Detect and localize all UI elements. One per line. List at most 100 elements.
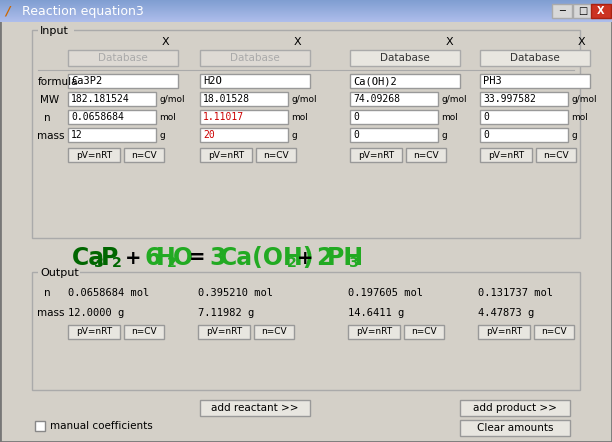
Text: 0: 0 bbox=[353, 112, 359, 122]
Text: n: n bbox=[44, 113, 51, 123]
Text: mol: mol bbox=[441, 113, 458, 122]
Bar bbox=[0, 18, 612, 19]
Bar bbox=[0, 6, 612, 7]
Text: g/mol: g/mol bbox=[441, 95, 466, 103]
Bar bbox=[573, 4, 593, 18]
Text: Database: Database bbox=[510, 53, 560, 63]
Bar bbox=[480, 92, 568, 106]
Bar bbox=[480, 128, 568, 142]
Bar bbox=[350, 110, 438, 124]
Text: 18.01528: 18.01528 bbox=[203, 94, 250, 104]
Bar bbox=[32, 30, 580, 238]
Text: O: O bbox=[173, 246, 193, 270]
Text: X: X bbox=[445, 37, 453, 47]
Bar bbox=[480, 110, 568, 124]
Text: mol: mol bbox=[571, 113, 588, 122]
Bar bbox=[480, 148, 532, 162]
Text: Reaction equation3: Reaction equation3 bbox=[22, 4, 144, 18]
Bar bbox=[200, 74, 310, 88]
Text: 0: 0 bbox=[353, 130, 359, 140]
Text: n=CV: n=CV bbox=[131, 328, 157, 336]
Text: 33.997582: 33.997582 bbox=[483, 94, 536, 104]
Text: 7.11982 g: 7.11982 g bbox=[198, 308, 254, 318]
Bar bbox=[0, 4, 612, 5]
Text: Database: Database bbox=[380, 53, 430, 63]
Text: g/mol: g/mol bbox=[291, 95, 316, 103]
Bar bbox=[0, 3, 612, 4]
Bar bbox=[68, 74, 178, 88]
Bar bbox=[350, 128, 438, 142]
Text: n: n bbox=[44, 288, 51, 298]
Text: Input: Input bbox=[40, 26, 69, 36]
Text: 12.0000 g: 12.0000 g bbox=[68, 308, 124, 318]
Bar bbox=[552, 4, 572, 18]
Bar bbox=[200, 400, 310, 416]
Text: pV=nRT: pV=nRT bbox=[486, 328, 522, 336]
Text: pV=nRT: pV=nRT bbox=[206, 328, 242, 336]
Text: P: P bbox=[101, 246, 118, 270]
Text: add product >>: add product >> bbox=[473, 403, 557, 413]
Bar bbox=[0, 2, 612, 3]
Bar bbox=[256, 148, 296, 162]
Bar bbox=[68, 128, 156, 142]
Bar bbox=[0, 1, 612, 2]
Text: pV=nRT: pV=nRT bbox=[208, 150, 244, 160]
Text: mass: mass bbox=[37, 308, 64, 318]
Text: 3: 3 bbox=[94, 256, 104, 270]
Text: 0: 0 bbox=[483, 130, 489, 140]
Text: 0.395210 mol: 0.395210 mol bbox=[198, 288, 273, 298]
Bar bbox=[350, 50, 460, 66]
Bar bbox=[0, 8, 612, 9]
Text: 0.0658684 mol: 0.0658684 mol bbox=[68, 288, 149, 298]
Text: □: □ bbox=[578, 6, 588, 16]
Bar bbox=[124, 325, 164, 339]
Text: 0.131737 mol: 0.131737 mol bbox=[478, 288, 553, 298]
Text: ─: ─ bbox=[559, 6, 565, 16]
Bar bbox=[68, 325, 120, 339]
Text: 1.11017: 1.11017 bbox=[203, 112, 244, 122]
Bar bbox=[68, 50, 178, 66]
Bar bbox=[0, 9, 612, 10]
Text: 3: 3 bbox=[349, 256, 359, 270]
Text: 6: 6 bbox=[144, 246, 161, 270]
Bar bbox=[460, 400, 570, 416]
Text: g/mol: g/mol bbox=[159, 95, 185, 103]
Bar bbox=[0, 13, 612, 14]
Text: n=CV: n=CV bbox=[131, 150, 157, 160]
Bar bbox=[68, 148, 120, 162]
Text: pV=nRT: pV=nRT bbox=[488, 150, 524, 160]
Bar bbox=[0, 16, 612, 17]
Text: pV=nRT: pV=nRT bbox=[76, 328, 112, 336]
Text: 0.0658684: 0.0658684 bbox=[71, 112, 124, 122]
Bar bbox=[0, 14, 612, 15]
Bar bbox=[0, 0, 612, 1]
Text: mol: mol bbox=[291, 113, 308, 122]
Bar bbox=[591, 4, 611, 18]
Text: MW: MW bbox=[40, 95, 59, 105]
Text: X: X bbox=[293, 37, 301, 47]
Text: +: + bbox=[297, 248, 314, 267]
Bar bbox=[406, 148, 446, 162]
Text: n=CV: n=CV bbox=[411, 328, 437, 336]
Text: pV=nRT: pV=nRT bbox=[356, 328, 392, 336]
Bar bbox=[124, 148, 164, 162]
Text: n=CV: n=CV bbox=[413, 150, 439, 160]
Text: g: g bbox=[291, 130, 297, 140]
Text: n=CV: n=CV bbox=[543, 150, 569, 160]
Bar bbox=[0, 19, 612, 20]
Bar bbox=[0, 15, 612, 16]
Text: 2: 2 bbox=[316, 246, 332, 270]
Text: formula: formula bbox=[38, 77, 78, 87]
Text: n=CV: n=CV bbox=[541, 328, 567, 336]
Text: pV=nRT: pV=nRT bbox=[76, 150, 112, 160]
Text: g: g bbox=[159, 130, 165, 140]
Text: 2: 2 bbox=[166, 256, 176, 270]
Bar bbox=[200, 92, 288, 106]
Bar bbox=[200, 110, 288, 124]
Text: 182.181524: 182.181524 bbox=[71, 94, 130, 104]
Text: /: / bbox=[6, 4, 10, 18]
Bar bbox=[0, 12, 612, 13]
Bar bbox=[404, 325, 444, 339]
Text: 74.09268: 74.09268 bbox=[353, 94, 400, 104]
Bar bbox=[350, 92, 438, 106]
